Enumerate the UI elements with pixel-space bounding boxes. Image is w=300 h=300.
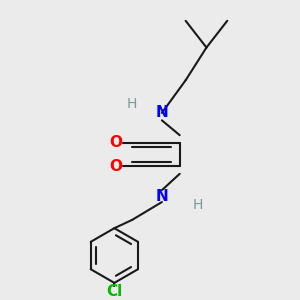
Text: H: H — [192, 198, 203, 212]
Text: Cl: Cl — [106, 284, 122, 299]
Text: N: N — [155, 105, 168, 120]
Text: H: H — [127, 97, 137, 111]
Text: N: N — [155, 189, 168, 204]
Text: O: O — [109, 159, 122, 174]
Text: O: O — [109, 135, 122, 150]
